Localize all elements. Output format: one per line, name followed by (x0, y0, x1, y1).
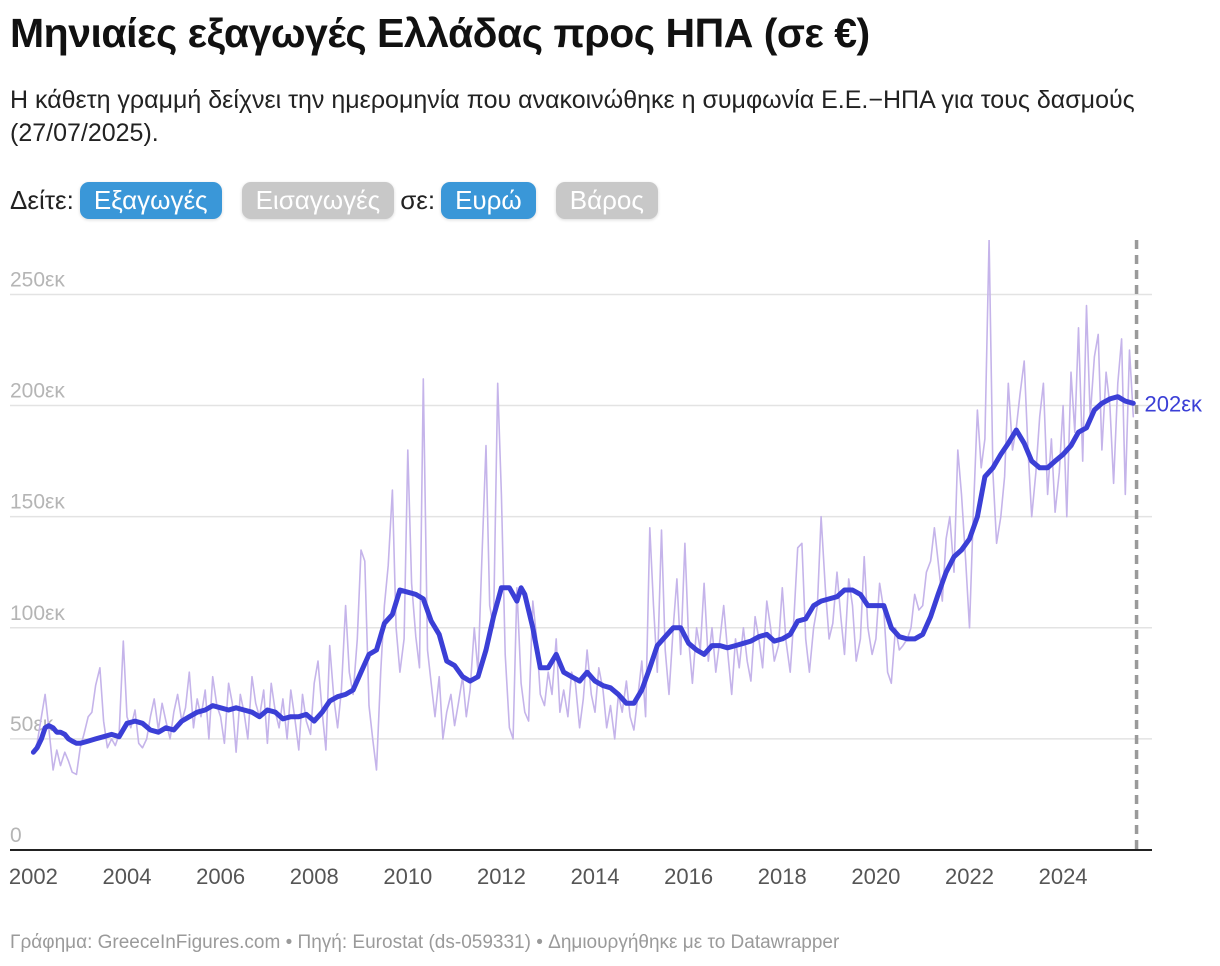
weight-button[interactable]: Βάρος (555, 181, 658, 219)
y-tick-label: 150εκ (10, 491, 65, 514)
in-label: σε: (400, 184, 436, 215)
euro-button[interactable]: Ευρώ (441, 181, 536, 219)
imports-button[interactable]: Εισαγωγές (241, 181, 395, 219)
x-tick-label: 2012 (477, 864, 526, 889)
series-line-monthly (32, 240, 1135, 776)
x-tick-label: 2002 (9, 864, 58, 889)
y-tick-label: 100εκ (10, 602, 65, 625)
view-controls: Δείτε: Εξαγωγές Εισαγωγές σε: Ευρώ Βάρος (10, 180, 664, 220)
x-tick-label: 2004 (103, 864, 152, 889)
y-tick-label: 0 (10, 824, 22, 847)
x-tick-label: 2006 (196, 864, 245, 889)
x-tick-label: 2014 (571, 864, 620, 889)
x-tick-label: 2010 (383, 864, 432, 889)
y-tick-label: 250εκ (10, 268, 65, 291)
y-tick-label: 200εκ (10, 380, 65, 403)
chart-footer: Γράφημα: GreeceInFigures.com • Πηγή: Eur… (10, 932, 840, 953)
x-tick-label: 2018 (758, 864, 807, 889)
x-tick-label: 2016 (664, 864, 713, 889)
exports-button[interactable]: Εξαγωγές (79, 181, 222, 219)
series-line-smoothed (30, 394, 1136, 755)
x-tick-label: 2024 (1039, 864, 1088, 889)
x-tick-label: 2008 (290, 864, 339, 889)
end-value-label: 202εκ (1145, 391, 1204, 416)
chart-subtitle: Η κάθετη γραμμή δείχνει την ημερομηνία π… (10, 86, 1135, 147)
see-label: Δείτε: (10, 184, 74, 215)
x-tick-label: 2020 (851, 864, 900, 889)
chart-title: Μηνιαίες εξαγωγές Ελλάδας προς ΗΠΑ (σε €… (10, 10, 870, 56)
x-tick-label: 2022 (945, 864, 994, 889)
